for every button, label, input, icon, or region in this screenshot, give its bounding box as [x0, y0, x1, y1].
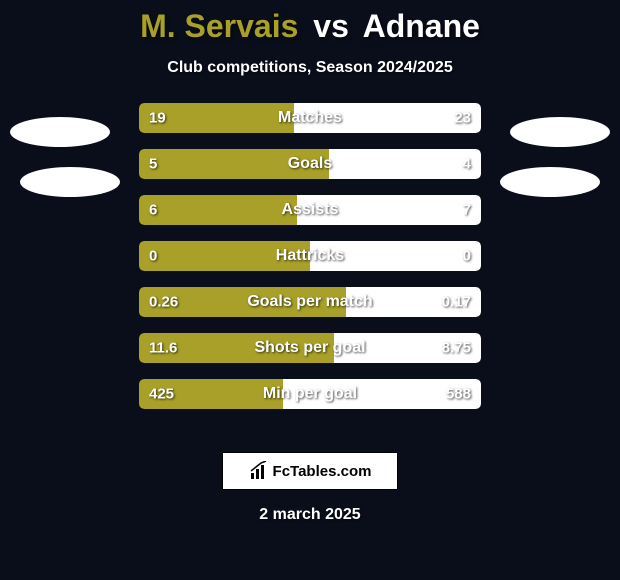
club-badge-left-1 [10, 117, 110, 147]
stat-value-left: 6 [149, 202, 157, 219]
stat-value-left: 0.26 [149, 294, 178, 311]
stat-label: Hattricks [276, 247, 344, 265]
footer-logo-text: FcTables.com [273, 463, 372, 480]
stat-label: Goals [288, 155, 332, 173]
competition-subtitle: Club competitions, Season 2024/2025 [0, 59, 620, 77]
stat-value-right: 8.75 [442, 340, 471, 357]
stat-row: Goals per match 0.26 0.17 [139, 287, 481, 317]
stat-value-right: 4 [463, 156, 471, 173]
footer-logo: FcTables.com [222, 452, 398, 490]
stat-row: Hattricks 0 0 [139, 241, 481, 271]
stat-value-right: 0 [463, 248, 471, 265]
title-heading: M. Servais vs Adnane [0, 8, 620, 45]
stat-row: Goals 5 4 [139, 149, 481, 179]
footer-date: 2 march 2025 [259, 506, 360, 524]
stat-label: Shots per goal [254, 339, 365, 357]
stat-label: Goals per match [247, 293, 372, 311]
stat-value-left: 19 [149, 110, 166, 127]
stat-value-left: 11.6 [149, 340, 177, 357]
bar-left-fill [139, 195, 297, 225]
stat-bars-container: Matches 19 23 Goals 5 4 Assists 6 7 Hattricks 0 0 Go… [139, 103, 481, 425]
stat-row: Assists 6 7 [139, 195, 481, 225]
stat-row: Min per goal 425 588 [139, 379, 481, 409]
stat-value-left: 0 [149, 248, 157, 265]
vs-text: vs [313, 8, 349, 44]
stat-value-left: 425 [149, 386, 174, 403]
player-left-name: M. Servais [140, 8, 298, 44]
comparison-chart: Matches 19 23 Goals 5 4 Assists 6 7 Hattricks 0 0 Go… [0, 103, 620, 433]
stat-label: Matches [278, 109, 342, 127]
stat-value-left: 5 [149, 156, 157, 173]
fctables-logo-icon [249, 461, 269, 481]
stat-label: Assists [282, 201, 339, 219]
stat-row: Matches 19 23 [139, 103, 481, 133]
comparison-title: M. Servais vs Adnane [0, 0, 620, 45]
club-badge-right-2 [500, 167, 600, 197]
stat-value-right: 0.17 [442, 294, 471, 311]
stat-value-right: 7 [463, 202, 471, 219]
stat-value-right: 23 [454, 110, 471, 127]
club-badge-left-2 [20, 167, 120, 197]
club-badge-right-1 [510, 117, 610, 147]
bar-right-fill [329, 149, 481, 179]
stat-label: Min per goal [263, 385, 357, 403]
stat-row: Shots per goal 11.6 8.75 [139, 333, 481, 363]
stat-value-right: 588 [446, 386, 471, 403]
player-right-name: Adnane [363, 8, 480, 44]
